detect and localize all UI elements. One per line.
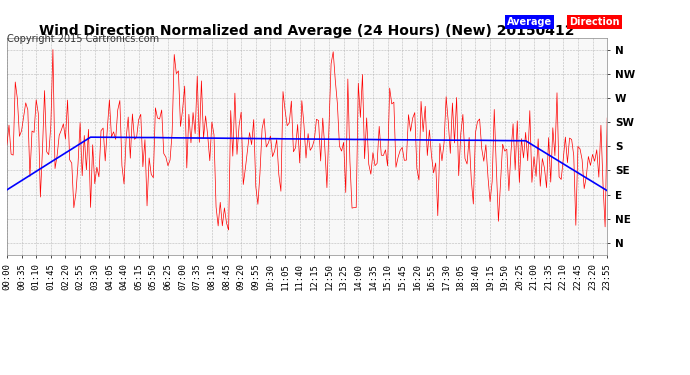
Text: Average: Average (507, 17, 552, 27)
Text: Copyright 2015 Cartronics.com: Copyright 2015 Cartronics.com (7, 34, 159, 44)
Title: Wind Direction Normalized and Average (24 Hours) (New) 20150412: Wind Direction Normalized and Average (2… (39, 24, 575, 38)
Text: Direction: Direction (569, 17, 620, 27)
